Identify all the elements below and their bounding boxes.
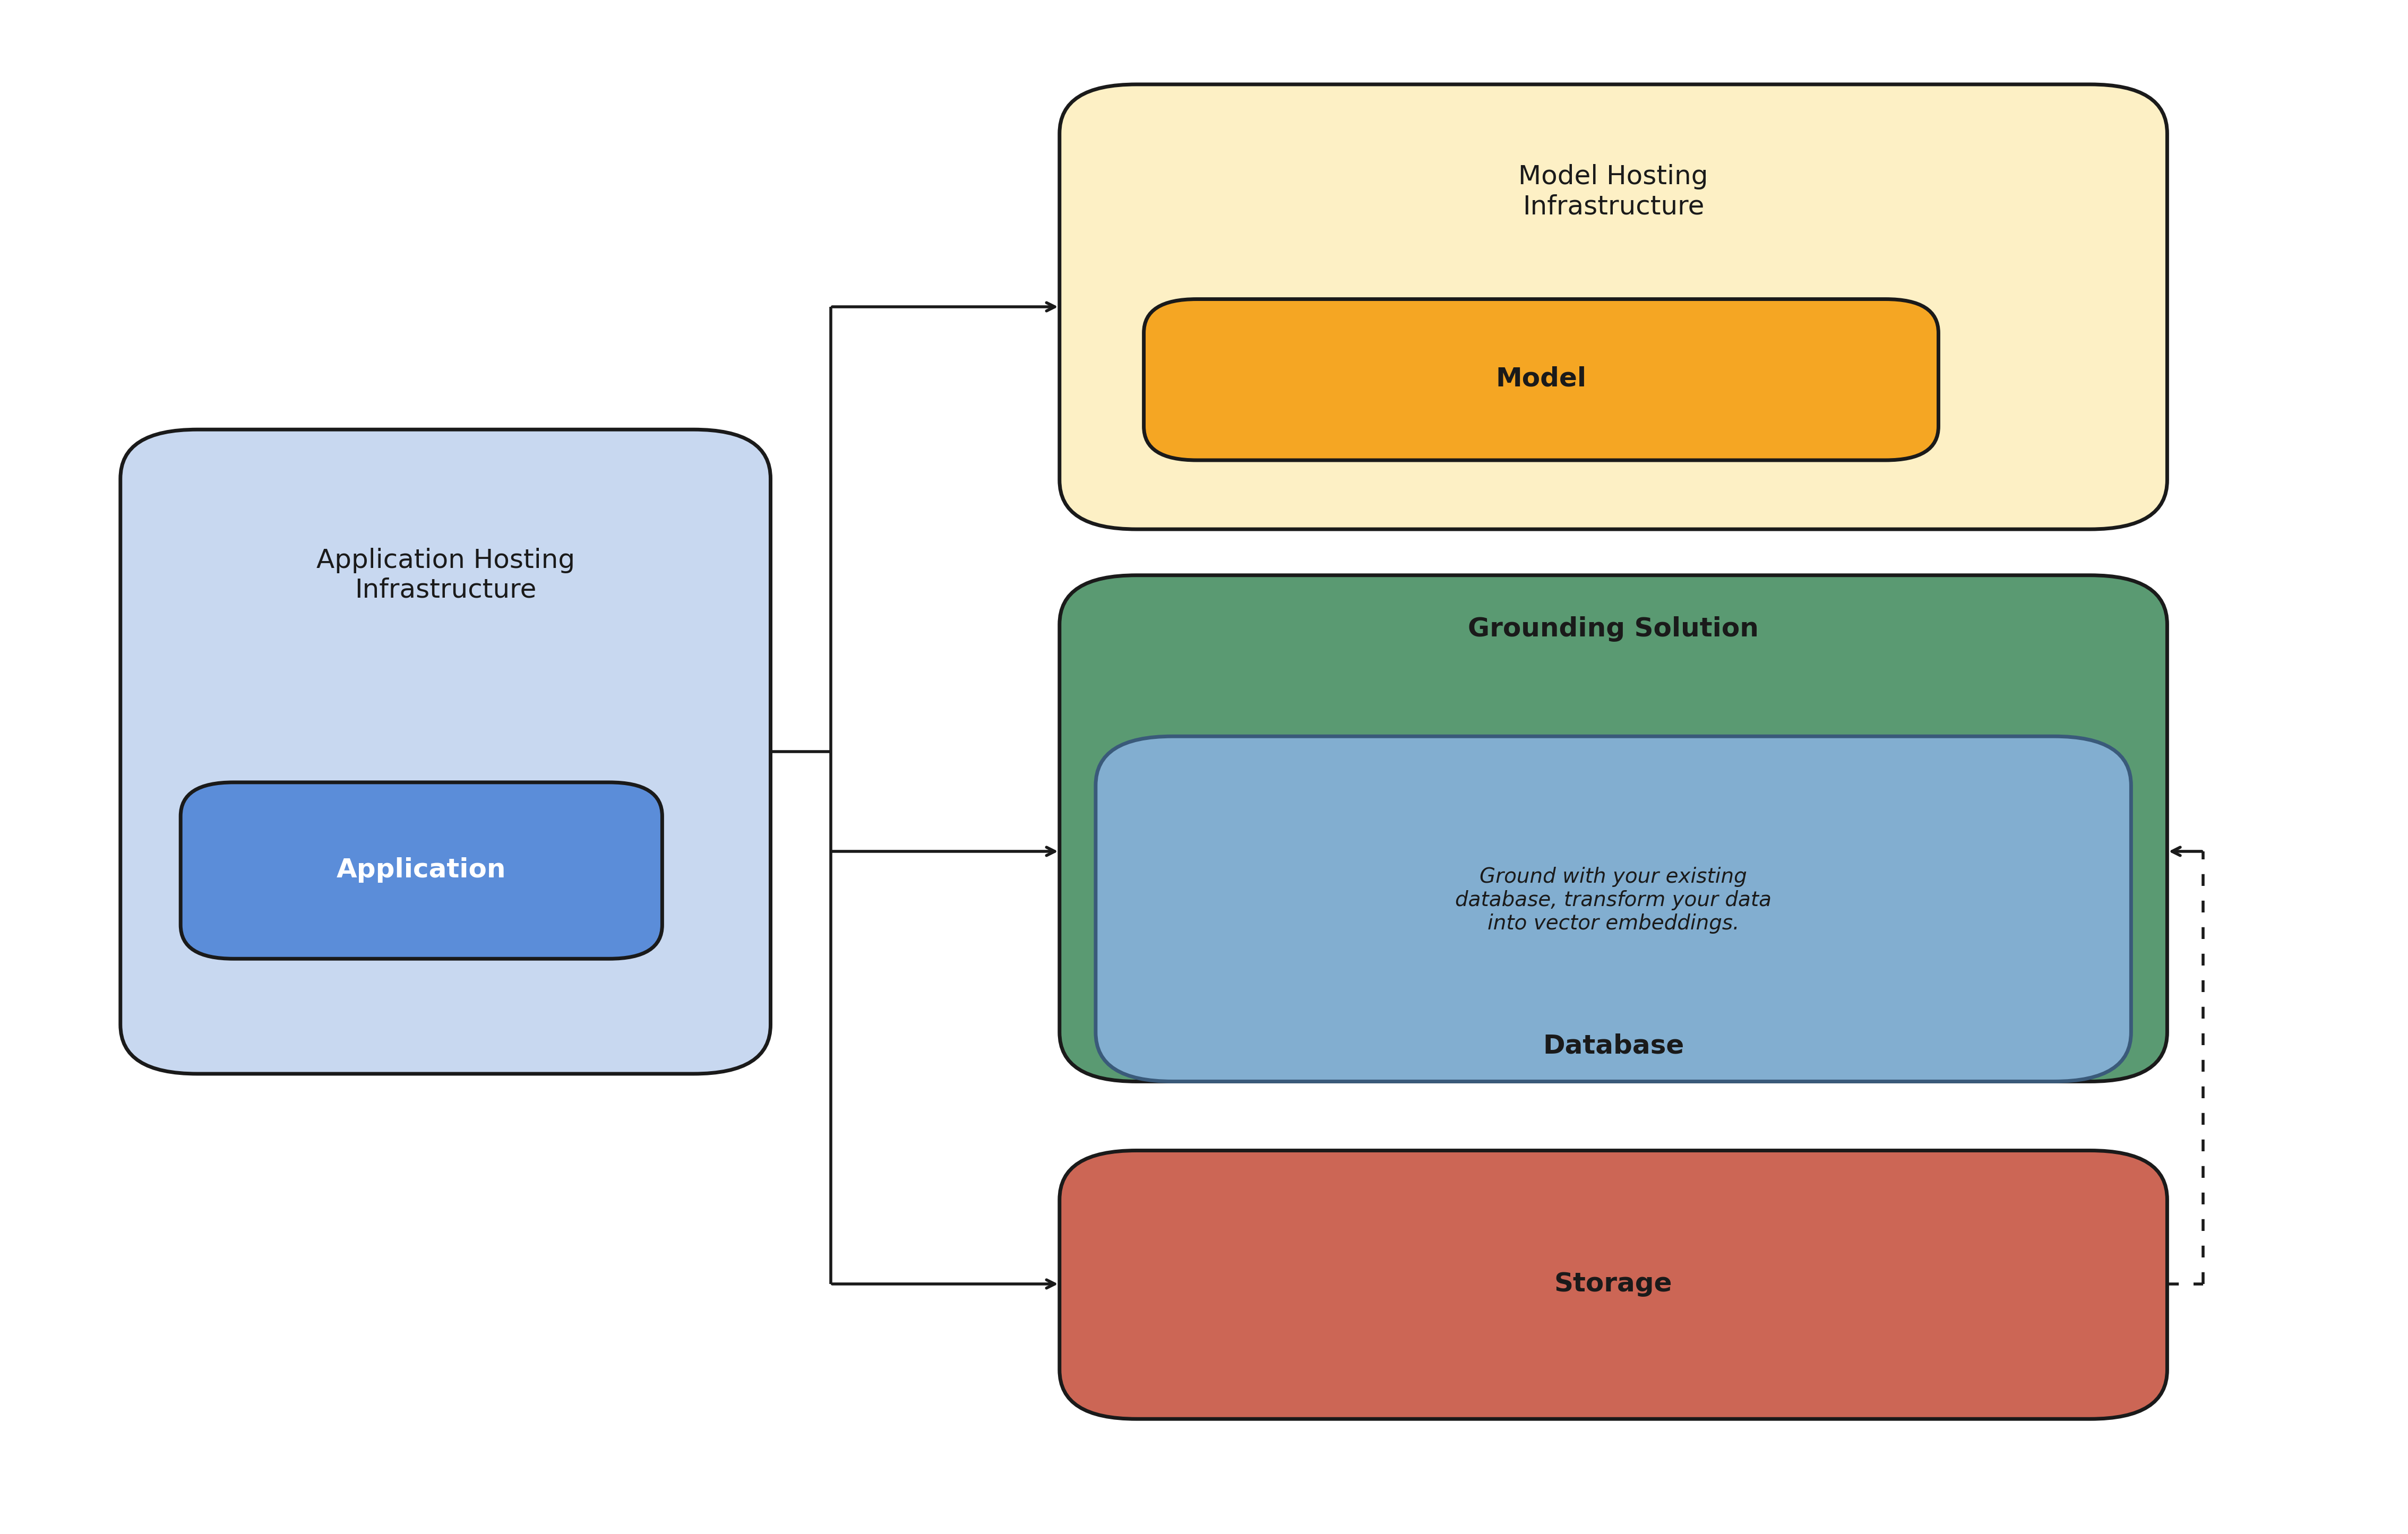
FancyBboxPatch shape — [1060, 1150, 2167, 1419]
Text: Application: Application — [337, 858, 506, 882]
FancyBboxPatch shape — [1144, 299, 1938, 460]
FancyBboxPatch shape — [1096, 736, 2131, 1081]
FancyBboxPatch shape — [120, 430, 771, 1074]
Text: Application Hosting
Infrastructure: Application Hosting Infrastructure — [315, 548, 576, 603]
Text: Storage: Storage — [1553, 1272, 1674, 1296]
FancyBboxPatch shape — [181, 782, 662, 959]
FancyBboxPatch shape — [1060, 575, 2167, 1081]
Text: Model Hosting
Infrastructure: Model Hosting Infrastructure — [1519, 164, 1707, 219]
Text: Grounding Solution: Grounding Solution — [1469, 617, 1758, 641]
Text: Database: Database — [1544, 1034, 1683, 1058]
FancyBboxPatch shape — [1060, 84, 2167, 529]
Text: Model: Model — [1495, 367, 1587, 391]
Text: Ground with your existing
database, transform your data
into vector embeddings.: Ground with your existing database, tran… — [1454, 867, 1772, 934]
